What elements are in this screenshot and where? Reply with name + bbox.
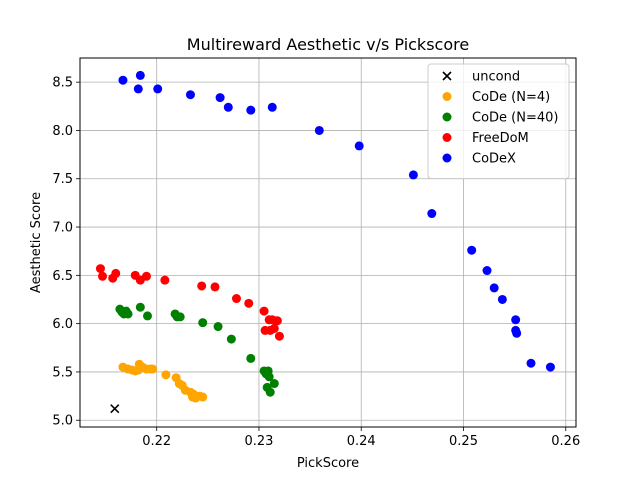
y-tick-label: 5.0 <box>52 414 73 429</box>
y-tick-label: 8.5 <box>52 76 73 91</box>
legend-marker <box>442 153 452 163</box>
legend-marker <box>442 133 452 142</box>
x-tick-label: 0.26 <box>551 434 580 449</box>
data-point-freedom <box>244 298 254 308</box>
data-point-code-n-40 <box>135 302 145 312</box>
data-point-code-n-40 <box>123 309 133 319</box>
x-tick-label: 0.22 <box>142 434 171 449</box>
series-freedom <box>95 264 284 341</box>
data-point-codex <box>314 125 324 135</box>
data-point-freedom <box>111 268 121 278</box>
x-tick-label: 0.25 <box>449 434 478 449</box>
data-point-freedom <box>274 331 284 341</box>
data-point-code-n-40 <box>264 372 274 382</box>
data-point-codex <box>489 283 499 293</box>
data-point-codex <box>482 266 492 276</box>
data-point-codex <box>118 75 128 85</box>
data-point-freedom <box>210 282 220 292</box>
data-point-codex <box>153 84 163 94</box>
data-point-codex <box>135 70 145 80</box>
plot-frame <box>79 57 577 428</box>
y-tick-label: 8.0 <box>52 124 73 139</box>
legend-marker <box>442 112 452 122</box>
legend-label: CoDe (N=4) <box>472 90 550 105</box>
data-point-codex <box>512 328 522 338</box>
data-point-freedom <box>272 316 282 326</box>
data-point-code-n-4 <box>161 370 171 380</box>
data-point-code-n-40 <box>226 334 236 344</box>
legend-box <box>427 63 570 179</box>
data-point-codex <box>497 294 507 304</box>
legend: uncond CoDe (N=4) CoDe (N=40) FreeDoM CoDeX <box>427 63 570 179</box>
ticks-layer: 0.22 0.23 0.24 0.25 0.26 5.0 5.5 6.0 6.5 7.0 7.5 8.… <box>52 76 580 449</box>
series-code-n-4 <box>118 359 208 403</box>
y-tick-label: 5.5 <box>52 365 73 380</box>
data-point-uncond <box>110 404 120 414</box>
data-point-codex <box>526 358 536 368</box>
legend-label: uncond <box>472 70 520 85</box>
data-point-codex <box>133 84 143 94</box>
legend-label: CoDe (N=40) <box>472 111 558 126</box>
data-point-codex <box>185 90 195 100</box>
y-tick-label: 7.0 <box>52 221 73 236</box>
data-point-code-n-40 <box>175 312 185 322</box>
data-point-code-n-40 <box>246 353 256 363</box>
data-point-freedom <box>259 306 269 316</box>
legend-marker <box>442 71 452 81</box>
y-tick-label: 6.0 <box>52 317 73 332</box>
y-tick-label: 7.5 <box>52 172 73 187</box>
data-point-codex <box>545 362 555 372</box>
y-axis-title: Aesthetic Score <box>29 192 44 293</box>
data-point-freedom <box>95 264 105 274</box>
data-point-freedom <box>231 294 241 304</box>
legend-label: FreeDoM <box>472 131 529 146</box>
chart-title: Multireward Aesthetic v/s Pickscore <box>187 35 469 54</box>
data-point-code-n-40 <box>142 311 152 321</box>
data-point-freedom <box>141 271 151 281</box>
data-point-codex <box>223 102 233 112</box>
data-point-codex <box>215 93 225 103</box>
data-point-freedom <box>160 275 170 285</box>
y-tick-label: 6.5 <box>52 269 73 284</box>
x-tick-label: 0.23 <box>244 434 273 449</box>
data-point-code-n-4 <box>198 392 208 402</box>
data-point-codex <box>408 170 418 180</box>
data-point-code-n-4 <box>148 364 158 374</box>
data-point-codex <box>511 315 521 325</box>
legend-marker <box>442 92 452 101</box>
data-point-code-n-40 <box>269 379 279 389</box>
x-axis-title: PickScore <box>297 456 359 471</box>
legend-label: CoDeX <box>472 152 516 167</box>
x-tick-label: 0.24 <box>347 434 376 449</box>
data-point-codex <box>267 102 277 112</box>
data-point-codex <box>467 245 477 255</box>
data-point-codex <box>246 105 256 115</box>
data-point-codex <box>354 141 364 151</box>
data-point-code-n-40 <box>213 322 223 332</box>
data-point-freedom <box>97 271 107 281</box>
data-point-codex <box>427 209 437 219</box>
series-code-n-40 <box>115 302 279 397</box>
data-point-code-n-40 <box>198 318 208 328</box>
points-layer <box>95 70 555 414</box>
data-point-freedom <box>197 281 207 291</box>
data-point-freedom <box>269 323 279 333</box>
series-codex <box>118 70 555 372</box>
data-point-code-n-40 <box>265 387 275 397</box>
series-uncond <box>110 404 120 414</box>
